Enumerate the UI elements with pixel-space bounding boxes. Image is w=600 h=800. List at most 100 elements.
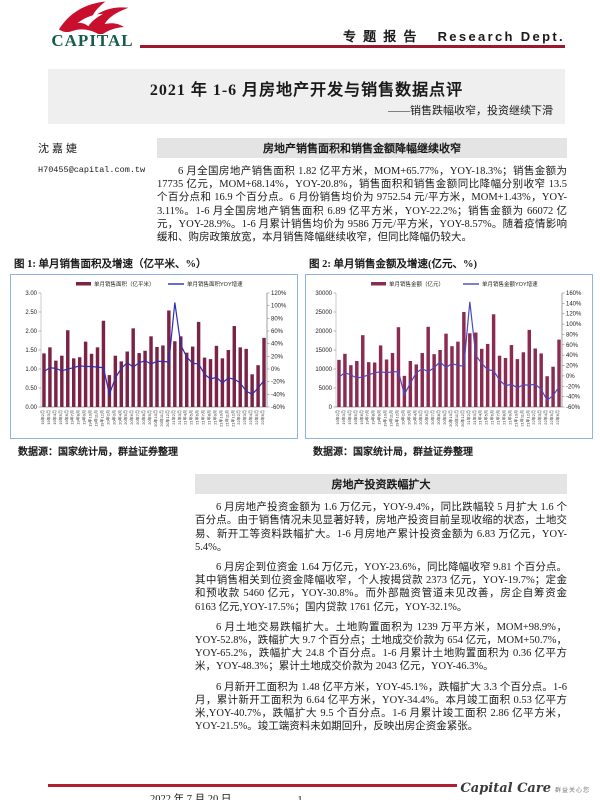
svg-text:20年10月: 20年10月 <box>152 410 158 427</box>
paragraph-sales-1: 6 月全国房地产销售面积 1.82 亿平方米，MOM+65.77%，YOY-18… <box>157 166 567 244</box>
svg-text:19年2月: 19年2月 <box>39 410 45 425</box>
svg-text:20年8月: 20年8月 <box>140 410 146 425</box>
svg-text:-20%: -20% <box>271 380 286 386</box>
svg-text:19年4月: 19年4月 <box>346 410 352 425</box>
svg-text:22年5月: 22年5月 <box>548 410 554 425</box>
svg-text:20年7月: 20年7月 <box>134 410 140 425</box>
svg-text:20年12月: 20年12月 <box>459 410 465 427</box>
svg-text:22年3月: 22年3月 <box>536 410 542 425</box>
svg-text:21年10月: 21年10月 <box>217 410 223 427</box>
svg-text:21年7月: 21年7月 <box>495 410 501 425</box>
svg-text:0%: 0% <box>271 367 280 373</box>
svg-text:单月销售面积（亿平米）: 单月销售面积（亿平米） <box>94 280 155 288</box>
svg-text:21年4月: 21年4月 <box>477 410 483 425</box>
svg-text:20年4月: 20年4月 <box>116 410 122 425</box>
paragraph-invest-4: 6 月新开工面积为 1.48 亿平方米，YOY-45.1%，跌幅扩大 3.3 个… <box>195 681 567 733</box>
svg-text:2.50: 2.50 <box>25 310 37 316</box>
svg-text:120%: 120% <box>271 291 287 297</box>
svg-text:21年6月: 21年6月 <box>489 410 495 425</box>
svg-text:20年3月: 20年3月 <box>110 410 116 425</box>
svg-text:19年7月: 19年7月 <box>69 410 75 425</box>
svg-text:21年9月: 21年9月 <box>506 410 512 425</box>
svg-text:40%: 40% <box>271 342 284 348</box>
svg-text:15000: 15000 <box>315 348 332 354</box>
svg-text:19年5月: 19年5月 <box>57 410 63 425</box>
svg-text:0.50: 0.50 <box>25 386 37 392</box>
svg-text:20年2月: 20年2月 <box>399 410 405 425</box>
svg-text:19年11月: 19年11月 <box>93 410 99 427</box>
svg-text:19年3月: 19年3月 <box>340 410 346 425</box>
svg-text:21年3月: 21年3月 <box>176 410 182 425</box>
footer-rule <box>48 784 457 787</box>
svg-text:22年4月: 22年4月 <box>247 410 253 425</box>
svg-text:20年3月: 20年3月 <box>405 410 411 425</box>
page-subtitle: ——销售跌幅收窄，投资继续下滑 <box>388 105 553 117</box>
svg-text:-60%: -60% <box>566 405 581 411</box>
svg-text:-40%: -40% <box>271 393 286 399</box>
svg-text:60%: 60% <box>566 343 579 349</box>
svg-text:40%: 40% <box>566 353 579 359</box>
eagle-icon <box>58 1 129 34</box>
svg-text:30000: 30000 <box>315 291 332 297</box>
svg-text:80%: 80% <box>566 333 579 339</box>
svg-text:22年3月: 22年3月 <box>241 410 247 425</box>
svg-text:22年6月: 22年6月 <box>259 410 265 425</box>
svg-text:1.00: 1.00 <box>25 367 37 373</box>
svg-text:19年4月: 19年4月 <box>51 410 57 425</box>
svg-text:20%: 20% <box>271 355 284 361</box>
svg-text:20年8月: 20年8月 <box>435 410 441 425</box>
svg-text:20年7月: 20年7月 <box>429 410 435 425</box>
svg-text:单月销售金额YOY增速: 单月销售金额YOY增速 <box>482 280 538 288</box>
svg-text:160%: 160% <box>566 291 582 297</box>
svg-text:20年6月: 20年6月 <box>423 410 429 425</box>
svg-text:19年8月: 19年8月 <box>370 410 376 425</box>
figure-2-source: 数据源：国家统计局，群益证券整理 <box>313 447 473 459</box>
svg-text:22年5月: 22年5月 <box>253 410 259 425</box>
svg-text:-20%: -20% <box>566 384 581 390</box>
svg-text:20%: 20% <box>566 364 579 370</box>
svg-text:19年12月: 19年12月 <box>98 410 104 427</box>
svg-text:19年6月: 19年6月 <box>63 410 69 425</box>
author-name: 沈嘉婕 <box>38 143 80 155</box>
svg-text:25000: 25000 <box>315 310 332 316</box>
svg-text:2.00: 2.00 <box>25 329 37 335</box>
svg-text:20年11月: 20年11月 <box>453 410 459 427</box>
svg-text:20年11月: 20年11月 <box>158 410 164 427</box>
svg-text:5000: 5000 <box>319 386 333 392</box>
section-heading-sales: 房地产销售面积和销售金额降幅继续收窄 <box>157 138 567 158</box>
figure-1-caption: 图 1: 单月销售面积及增速（亿平米、%） <box>14 259 207 271</box>
svg-text:21年12月: 21年12月 <box>524 410 530 427</box>
figure-2: 图 2: 单月销售金额及增速(亿元、%) 0 5000 10000 15000 2000… <box>305 256 593 458</box>
svg-text:21年8月: 21年8月 <box>206 410 212 425</box>
logo-wordmark: CAPITAL <box>51 31 134 50</box>
svg-text:20年5月: 20年5月 <box>122 410 128 425</box>
svg-text:1.50: 1.50 <box>25 348 37 354</box>
svg-text:20年4月: 20年4月 <box>411 410 417 425</box>
svg-text:10000: 10000 <box>315 367 332 373</box>
svg-text:0: 0 <box>329 405 333 411</box>
svg-text:60%: 60% <box>271 329 284 335</box>
svg-text:19年9月: 19年9月 <box>376 410 382 425</box>
capital-care-slogan: 群益关心您 <box>554 788 590 794</box>
svg-text:20年10月: 20年10月 <box>447 410 453 427</box>
paragraph-invest-3: 6 月土地交易跌幅扩大。土地购置面积为 1239 万平方米，MOM+98.9%，… <box>195 621 568 673</box>
author-email: H70455@capital.com.tw <box>38 165 146 175</box>
svg-text:0%: 0% <box>566 374 575 380</box>
svg-text:19年11月: 19年11月 <box>388 410 394 427</box>
svg-text:19年12月: 19年12月 <box>393 410 399 427</box>
author-column: 沈嘉婕 H70455@capital.com.tw <box>0 138 157 244</box>
svg-text:19年7月: 19年7月 <box>364 410 370 425</box>
svg-text:22年6月: 22年6月 <box>554 410 560 425</box>
figure-1: 图 1: 单月销售面积及增速（亿平米、%） 0.00 0.50 1.00 1.50 2.… <box>10 256 298 458</box>
svg-text:19年2月: 19年2月 <box>334 410 340 425</box>
svg-text:20年2月: 20年2月 <box>104 410 110 425</box>
svg-text:单月销售面积YOY增速: 单月销售面积YOY增速 <box>187 280 243 288</box>
svg-text:3.00: 3.00 <box>25 291 37 297</box>
svg-text:-60%: -60% <box>271 405 286 411</box>
section-investment: 房地产投资跌幅扩大 6 月房地产投资金额为 1.6 万亿元，YOY-9.4%，同… <box>195 474 567 733</box>
svg-text:21年11月: 21年11月 <box>518 410 524 427</box>
svg-text:120%: 120% <box>566 312 582 318</box>
svg-text:80%: 80% <box>271 317 284 323</box>
content-row: 沈嘉婕 H70455@capital.com.tw 房地产销售面积和销售金额降幅… <box>0 138 600 244</box>
